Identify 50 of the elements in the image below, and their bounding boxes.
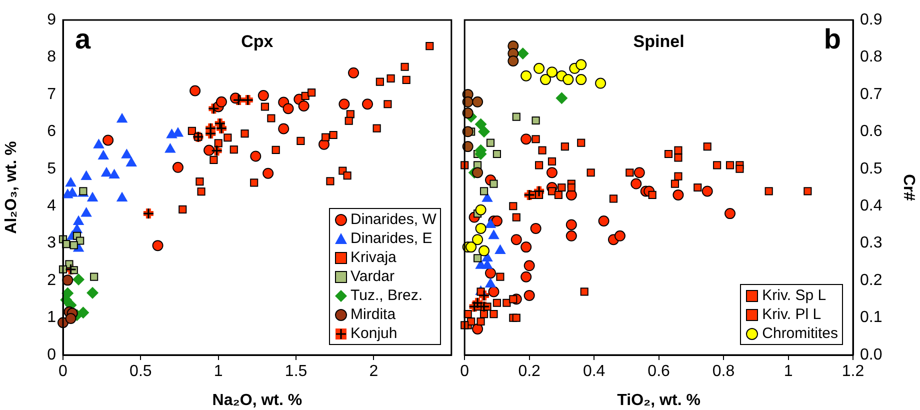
y2-tick-label: 0.9 <box>860 11 882 28</box>
x-tick-label: 0 <box>460 363 470 380</box>
y-tick-label: 9 <box>47 11 56 28</box>
y-tick-label: 8 <box>47 48 56 66</box>
x-tick-label: 1.2 <box>842 363 864 380</box>
y2-tick-label: 0.4 <box>860 198 882 215</box>
y2-tick-label: 0.5 <box>860 160 882 178</box>
legend-label: Vardar <box>350 267 394 286</box>
y2-tick-label: 0.1 <box>860 309 882 326</box>
x-tick-label: 0.5 <box>130 363 152 380</box>
legend-label: Kriv. Pl L <box>762 305 822 324</box>
x-tick-label: 1 <box>214 363 223 380</box>
annotation: a <box>75 24 91 55</box>
legend-label: Kriv. Sp L <box>762 286 826 305</box>
y-tick-label: 1 <box>47 309 56 326</box>
legend-label: Dinarides, E <box>350 229 432 248</box>
y-axis-title: Al₂O₃, wt. % <box>3 141 20 234</box>
y-tick-label: 3 <box>47 234 56 252</box>
x-tick-label: 1.5 <box>284 363 308 380</box>
y-tick-label: 7 <box>47 86 56 103</box>
legend-label: Chromitites <box>762 324 838 343</box>
legend-label: Tuz., Brez. <box>350 286 422 305</box>
x-axis-title: Na₂O, wt. % <box>212 392 302 409</box>
x-tick-label: 0.6 <box>648 363 670 380</box>
y2-tick-label: 0.3 <box>860 234 882 252</box>
legend-label: Konjuh <box>350 324 398 343</box>
y2-tick-label: 0.7 <box>860 86 882 103</box>
x-tick-label: 0.2 <box>518 363 541 380</box>
y-tick-label: 6 <box>47 123 56 140</box>
y-tick-label: 5 <box>47 160 56 178</box>
x-tick-label: 0.4 <box>582 363 606 380</box>
y2-tick-label: 0.6 <box>860 123 882 140</box>
x-tick-label: 0 <box>58 363 68 380</box>
legend-label: Mirdita <box>350 305 396 324</box>
y2-tick-label: 0.2 <box>860 272 882 289</box>
x-tick-label: 1 <box>784 363 793 380</box>
y-tick-label: 4 <box>47 198 56 215</box>
x-tick-label: 2 <box>369 363 378 380</box>
x-tick-label: 0.8 <box>712 363 735 380</box>
y2-tick-label: 0.8 <box>860 48 882 66</box>
x-axis-title: TiO₂, wt. % <box>617 392 700 409</box>
y2-axis-title: Cr# <box>900 174 917 201</box>
annotation: b <box>824 24 841 55</box>
text: Spinel <box>633 32 684 52</box>
y-tick-label: 0 <box>47 346 56 364</box>
legend-label: Krivaja <box>350 248 396 267</box>
text: Cpx <box>241 32 274 52</box>
y-tick-label: 2 <box>47 272 56 289</box>
legend-label: Dinarides, W <box>350 210 436 229</box>
y2-tick-label: 0.0 <box>860 346 882 364</box>
